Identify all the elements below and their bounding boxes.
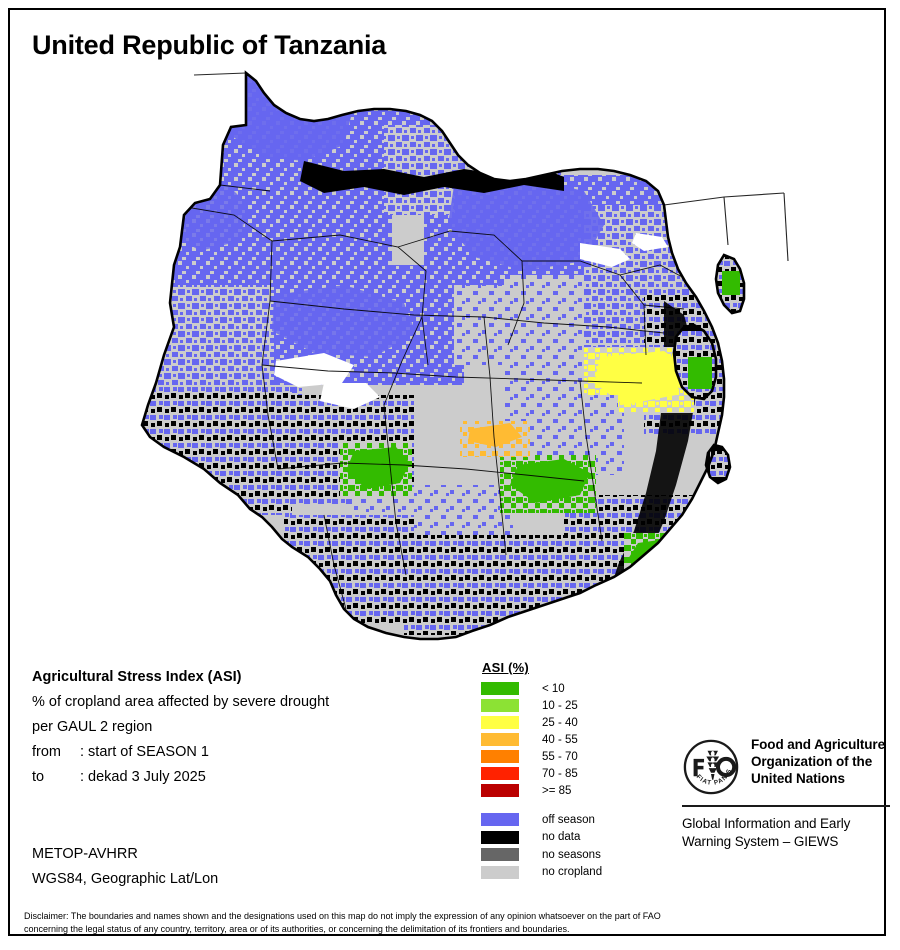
legend-label-lt-10: < 10 — [542, 682, 565, 695]
neighbour-boundaries — [193, 72, 789, 262]
fao-branding: FIAT PANIS Food and Agriculture Organiza… — [682, 736, 892, 850]
legend-item-10-25[interactable]: 10 - 25 — [481, 697, 671, 714]
legend-swatch-off-season — [481, 813, 519, 827]
fao-org-line-2: Organization of the — [751, 754, 873, 769]
caption-to-value: : dekad 3 July 2025 — [80, 769, 206, 785]
caption-from-row: from : start of SEASON 1 — [32, 740, 462, 765]
sensor-label: METOP-AVHRR — [32, 846, 138, 862]
legend-swatch-no-seasons — [481, 848, 519, 862]
legend-item-off-season[interactable]: off season — [481, 811, 671, 829]
caption-block: Agricultural Stress Index (ASI) % of cro… — [32, 665, 462, 790]
lake-manyara — [580, 243, 630, 267]
fao-divider — [682, 805, 890, 807]
legend-swatch-no-data — [481, 830, 519, 844]
legend-swatch-10-25 — [481, 699, 519, 712]
disclaimer-line-2: concerning the legal status of any count… — [24, 924, 570, 934]
admin-boundaries — [173, 184, 687, 610]
legend-label-40-55: 40 - 55 — [542, 733, 578, 746]
legend-swatch-70-85 — [481, 767, 519, 780]
giews-line-1: Global Information and Early — [682, 816, 851, 831]
source-block: METOP-AVHRR WGS84, Geographic Lat/Lon — [32, 842, 218, 892]
country-outline — [140, 70, 746, 641]
projection-label: WGS84, Geographic Lat/Lon — [32, 871, 219, 887]
legend-label-gte-85: >= 85 — [542, 784, 572, 797]
legend-swatch-gte-85 — [481, 784, 519, 797]
legend-item-55-70[interactable]: 55 - 70 — [481, 748, 671, 765]
legend-label-off-season: off season — [542, 813, 595, 826]
legend-label-no-seasons: no seasons — [542, 848, 601, 861]
legend-swatch-55-70 — [481, 750, 519, 763]
fao-logo-icon: FIAT PANIS — [683, 739, 739, 795]
legend-item-lt-10[interactable]: < 10 — [481, 680, 671, 697]
legend-label-no-data: no data — [542, 831, 581, 844]
legend-label-70-85: 70 - 85 — [542, 767, 578, 780]
legend-swatch-no-cropland — [481, 865, 519, 879]
fao-org-name: Food and Agriculture Organization of the… — [751, 736, 885, 787]
legend-label-55-70: 55 - 70 — [542, 750, 578, 763]
legend-swatch-40-55 — [481, 733, 519, 746]
asi-legend: ASI (%) < 10 10 - 25 25 - 40 40 - 55 55 … — [481, 660, 671, 799]
caption-to-row: to : dekad 3 July 2025 — [32, 765, 462, 790]
fao-org-line-3: United Nations — [751, 771, 845, 786]
caption-from-value: : start of SEASON 1 — [80, 744, 209, 760]
map-canvas — [24, 65, 884, 645]
tanzania-asi-map[interactable] — [24, 65, 884, 645]
legend-item-25-40[interactable]: 25 - 40 — [481, 714, 671, 731]
lake-natron — [632, 233, 668, 251]
disclaimer-line-1: Disclaimer: The boundaries and names sho… — [24, 911, 661, 921]
status-legend: off season no data no seasons no croplan… — [481, 811, 671, 881]
legend-label-no-cropland: no cropland — [542, 866, 603, 879]
caption-from-key: from — [32, 744, 61, 760]
page-title: United Republic of Tanzania — [32, 30, 387, 60]
legend-swatch-25-40 — [481, 716, 519, 729]
lake-rukwa-south — [320, 383, 380, 409]
map-frame: United Republic of Tanzania — [8, 8, 890, 936]
fao-org-line-1: Food and Agriculture — [751, 737, 885, 752]
legend-label-10-25: 10 - 25 — [542, 699, 578, 712]
asi-legend-title: ASI (%) — [482, 660, 529, 675]
giews-line-2: Warning System – GIEWS — [682, 833, 839, 849]
legend-item-no-cropland[interactable]: no cropland — [481, 864, 671, 882]
caption-to-key: to — [32, 769, 45, 785]
legend-item-gte-85[interactable]: >= 85 — [481, 782, 671, 799]
disclaimer: Disclaimer: The boundaries and names sho… — [24, 910, 884, 936]
legend-label-25-40: 25 - 40 — [542, 716, 578, 729]
caption-heading: Agricultural Stress Index (ASI) — [32, 669, 242, 685]
caption-line-3: per GAUL 2 region — [32, 719, 153, 735]
legend-item-40-55[interactable]: 40 - 55 — [481, 731, 671, 748]
caption-line-2: % of cropland area affected by severe dr… — [32, 694, 330, 710]
legend-item-no-seasons[interactable]: no seasons — [481, 846, 671, 864]
legend-item-70-85[interactable]: 70 - 85 — [481, 765, 671, 782]
giews-name: Global Information and Early Warning Sys… — [682, 815, 892, 850]
legend-swatch-lt-10 — [481, 682, 519, 695]
legend-item-no-data[interactable]: no data — [481, 829, 671, 847]
